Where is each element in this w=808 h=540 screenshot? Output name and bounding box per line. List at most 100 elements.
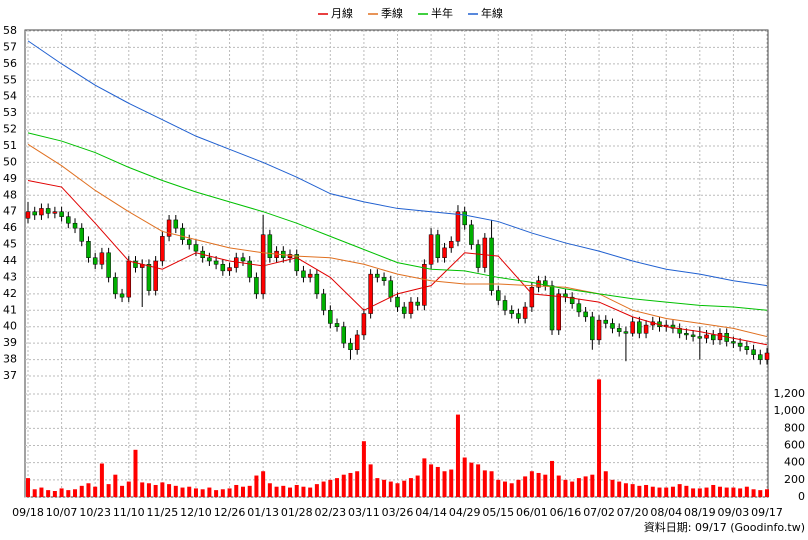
volume-bar <box>254 475 259 497</box>
candle-body <box>462 211 467 226</box>
x-tick-label: 05/15 <box>482 506 514 519</box>
candle-body <box>395 296 400 308</box>
candle-body <box>32 211 37 216</box>
candle-body <box>401 306 407 314</box>
y-tick-label: 45 <box>3 238 17 251</box>
volume-bar <box>550 460 555 497</box>
volume-bar <box>704 487 709 497</box>
volume-bar <box>274 486 279 497</box>
x-tick-label: 03/11 <box>348 506 380 519</box>
volume-bar <box>120 485 125 497</box>
x-tick-label: 08/04 <box>650 506 682 519</box>
x-tick-label: 09/18 <box>12 506 44 519</box>
volume-bar <box>402 480 407 497</box>
volume-bar <box>281 485 286 497</box>
volume-bar <box>388 481 393 497</box>
volume-bar <box>469 462 474 497</box>
candle-body <box>354 334 360 350</box>
x-tick-label: 09/17 <box>751 506 783 519</box>
candle-body <box>670 324 676 329</box>
x-tick-label: 08/19 <box>684 506 716 519</box>
volume-bar <box>267 483 272 497</box>
candle-body <box>415 301 420 306</box>
x-tick-label: 06/01 <box>516 506 548 519</box>
volume-bar <box>200 489 205 497</box>
volume-bar <box>321 481 326 497</box>
candle-body <box>294 254 299 272</box>
candle-body <box>307 273 313 278</box>
volume-bar <box>576 478 581 497</box>
volume-bar <box>657 487 662 497</box>
volume-bar <box>348 472 353 497</box>
ma-line <box>27 40 768 287</box>
volume-bar <box>670 486 675 497</box>
volume-bar <box>86 483 91 497</box>
candle-body <box>227 267 232 272</box>
volume-bar <box>617 481 622 497</box>
candle-body <box>146 264 152 291</box>
y-tick-label: 52 <box>3 123 17 136</box>
y-tick-label: 57 <box>3 40 17 53</box>
volume-bar <box>160 482 165 497</box>
candle-body <box>260 234 266 295</box>
candle-body <box>737 342 743 347</box>
volume-bar <box>758 490 763 497</box>
volume-bar <box>570 481 575 497</box>
volume-bar <box>395 483 400 497</box>
x-tick-label: 01/28 <box>281 506 313 519</box>
candle-body <box>160 236 165 262</box>
volume-bar <box>422 458 427 497</box>
volume-bar <box>113 474 118 497</box>
candle-body <box>684 333 689 336</box>
volume-bar <box>623 483 628 497</box>
candle-body <box>254 277 259 295</box>
volume-bar <box>308 487 313 497</box>
volume-bar <box>677 484 682 497</box>
y2-tick-label: 1,200 <box>774 387 806 400</box>
volume-bar <box>637 485 642 497</box>
candle-body <box>381 277 387 281</box>
volume-bar <box>543 474 548 497</box>
volume-bar <box>408 478 413 497</box>
volume-bar <box>442 471 447 497</box>
y2-tick-label: 1,000 <box>774 404 806 417</box>
volume-bar <box>335 478 340 497</box>
volume-bar <box>234 484 239 497</box>
candle-body <box>630 321 635 334</box>
legend-label: 月線 <box>331 6 353 20</box>
y-tick-label: 37 <box>3 369 17 382</box>
candle-body <box>348 342 353 350</box>
candle-body <box>368 273 373 314</box>
y-tick-label: 49 <box>3 172 17 185</box>
candle-body <box>758 354 763 360</box>
candle-body <box>549 285 555 331</box>
volume-bar <box>697 488 702 497</box>
y2-tick-label: 200 <box>784 473 805 486</box>
candle-body <box>388 280 394 298</box>
volume-bar <box>435 466 440 497</box>
volume-bar <box>361 441 366 497</box>
candle-body <box>86 241 91 258</box>
volume-bar <box>167 484 172 497</box>
candle-body <box>711 334 716 341</box>
volume-bar <box>59 488 64 497</box>
volume-bar <box>509 483 514 497</box>
candle-body <box>119 293 125 298</box>
candle-body <box>751 349 756 355</box>
volume-bar <box>173 485 178 497</box>
volume-bar <box>73 489 78 497</box>
volume-bar <box>630 484 635 497</box>
volume-bar <box>610 479 615 497</box>
y-tick-label: 38 <box>3 353 17 366</box>
volume-bar <box>375 478 380 497</box>
volume-bar <box>502 481 507 497</box>
volume-bar <box>26 478 30 497</box>
candle-body <box>126 260 132 298</box>
volume-bar <box>227 488 232 497</box>
volume-bar <box>590 474 595 497</box>
volume-bar <box>247 485 252 497</box>
y-tick-label: 56 <box>3 57 17 70</box>
volume-bar <box>455 414 460 497</box>
x-tick-label: 07/20 <box>617 506 649 519</box>
